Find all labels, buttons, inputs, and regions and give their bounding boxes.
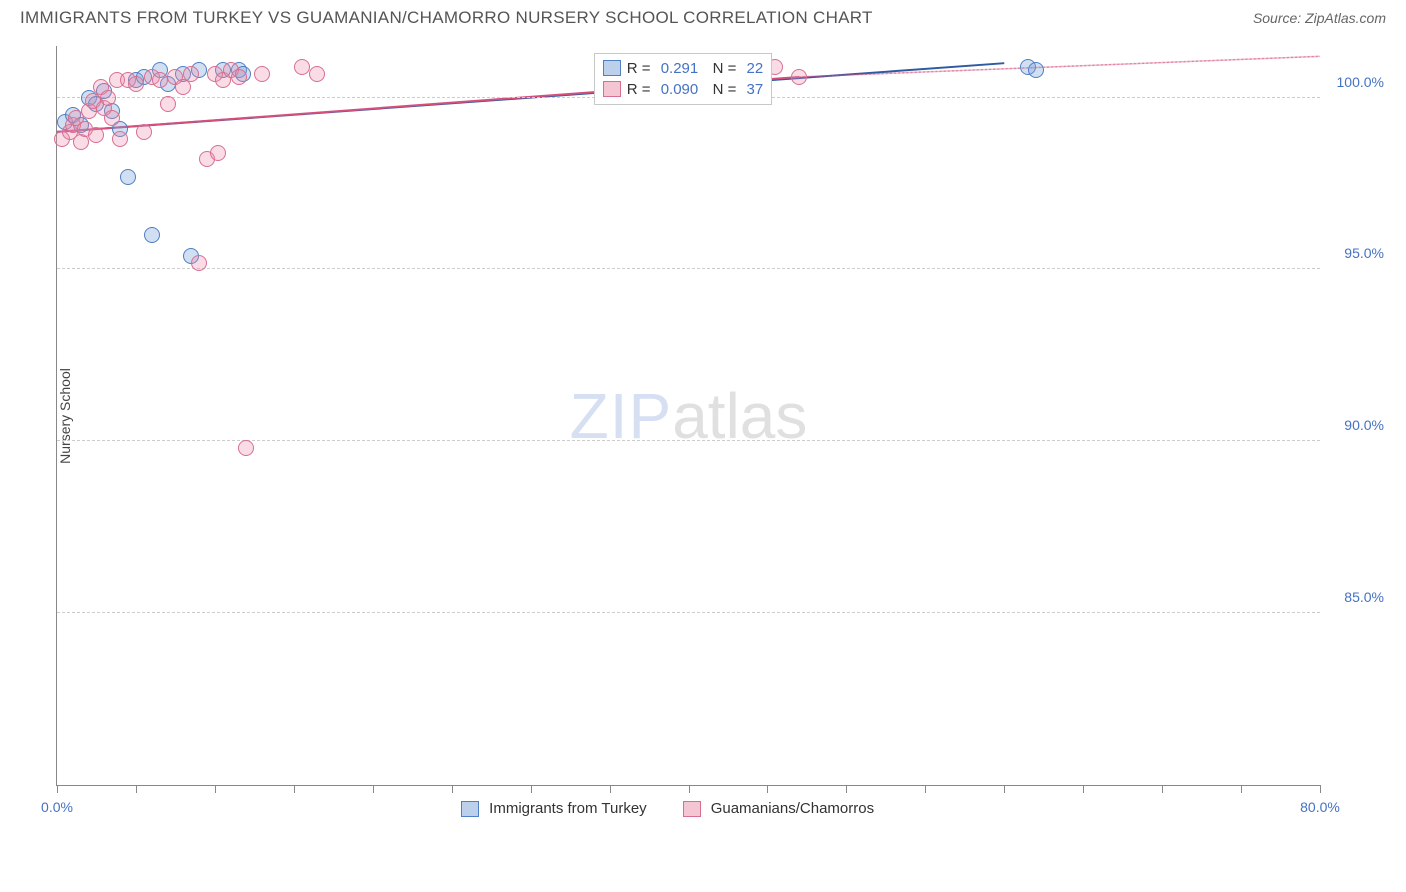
x-tick [57,785,58,793]
data-point-guam [210,145,226,161]
x-tick [925,785,926,793]
legend-label-turkey: Immigrants from Turkey [489,800,647,817]
x-tick [1162,785,1163,793]
x-tick [531,785,532,793]
x-tick [1004,785,1005,793]
y-tick-label: 95.0% [1344,245,1384,261]
data-point-guam [294,59,310,75]
data-point-guam [100,90,116,106]
data-point-guam [128,76,144,92]
swatch-turkey [603,60,621,76]
stats-r-label: R = [627,81,655,98]
gridline-h [57,612,1320,613]
x-tick [294,785,295,793]
data-point-turkey [144,227,160,243]
legend-swatch-guam [683,801,701,817]
data-point-guam [88,127,104,143]
x-tick [1083,785,1084,793]
stats-n-value: 37 [747,81,764,98]
x-tick [215,785,216,793]
legend-label-guam: Guamanians/Chamorros [711,800,874,817]
chart-title: IMMIGRANTS FROM TURKEY VS GUAMANIAN/CHAM… [20,8,873,28]
chart-container: Nursery School ZIPatlas 85.0%90.0%95.0%1… [56,32,1386,832]
x-tick [610,785,611,793]
x-tick [846,785,847,793]
data-point-turkey [1028,62,1044,78]
legend: Immigrants from Turkey Guamanians/Chamorr… [461,800,900,817]
x-tick [1320,785,1321,793]
stats-r-value: 0.291 [661,60,699,77]
x-tick [136,785,137,793]
stats-row-guam: R = 0.090 N = 37 [603,79,763,100]
data-point-guam [104,110,120,126]
stats-r-label: R = [627,60,655,77]
x-tick [452,785,453,793]
plot-area: Nursery School ZIPatlas 85.0%90.0%95.0%1… [56,46,1320,786]
y-tick-label: 100.0% [1337,74,1384,90]
data-point-guam [73,134,89,150]
data-point-turkey [120,169,136,185]
swatch-guam [603,81,621,97]
data-point-guam [254,66,270,82]
data-point-guam [309,66,325,82]
x-tick [689,785,690,793]
data-point-guam [136,124,152,140]
trend-lines [57,46,1320,785]
stats-n-label: N = [704,60,740,77]
stats-row-turkey: R = 0.291 N = 22 [603,58,763,79]
stats-r-value: 0.090 [661,81,699,98]
data-point-guam [183,66,199,82]
data-point-guam [152,72,168,88]
y-tick-label: 85.0% [1344,589,1384,605]
x-tick [373,785,374,793]
data-point-guam [238,440,254,456]
x-tick-label: 80.0% [1300,799,1340,815]
x-tick-label: 0.0% [41,799,73,815]
data-point-guam [191,255,207,271]
chart-source: Source: ZipAtlas.com [1253,10,1386,26]
stats-n-value: 22 [747,60,764,77]
data-point-guam [175,79,191,95]
gridline-h [57,268,1320,269]
data-point-guam [231,69,247,85]
data-point-guam [160,96,176,112]
stats-box: R = 0.291 N = 22R = 0.090 N = 37 [594,53,772,105]
stats-n-label: N = [704,81,740,98]
y-tick-label: 90.0% [1344,417,1384,433]
data-point-guam [791,69,807,85]
legend-swatch-turkey [461,801,479,817]
data-point-guam [112,131,128,147]
x-tick [767,785,768,793]
x-tick [1241,785,1242,793]
